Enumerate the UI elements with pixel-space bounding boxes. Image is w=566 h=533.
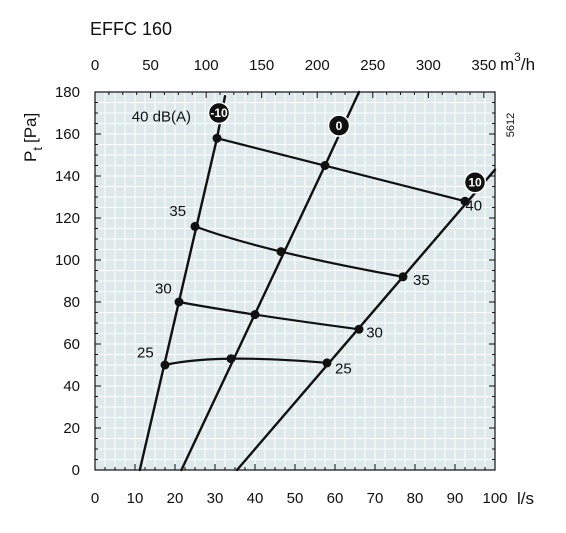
y-tick-label: 20	[63, 420, 80, 437]
svg-text:Pt[Pa]: Pt [Pa]	[21, 113, 45, 162]
top-axis-unit-base: m	[500, 55, 514, 74]
sound-level-label: 25	[335, 360, 352, 377]
damper-setting-badge-text: -10	[210, 106, 228, 120]
damper-setting-badge-text: 10	[468, 176, 482, 190]
grid	[94, 91, 496, 471]
operating-point	[250, 310, 260, 320]
x-top-tick-label: 150	[249, 57, 274, 74]
operating-point	[276, 247, 286, 257]
operating-point	[398, 272, 408, 282]
labels: 40 dB(A) 35 30 25 40 35 30 25	[132, 108, 482, 377]
y-tick-label: 160	[55, 126, 80, 143]
operating-point	[320, 161, 330, 170]
operating-point	[190, 221, 200, 231]
sound-level-label: 35	[413, 272, 430, 289]
x-tick-label: 60	[327, 490, 344, 507]
operating-point	[354, 324, 364, 334]
operating-point	[460, 196, 470, 206]
sound-level-label: 30	[366, 325, 383, 342]
y-tick-label: 120	[55, 210, 80, 227]
x-tick-label: 20	[167, 490, 184, 507]
y-axis-label-sub: t	[30, 147, 45, 151]
y-tick-label: 0	[72, 462, 80, 479]
operating-point	[174, 297, 184, 307]
operating-point	[160, 360, 170, 370]
x-top-tick-label: 300	[416, 57, 441, 74]
x-top-tick-label: 350	[471, 57, 496, 74]
chart-title: EFFC 160	[90, 19, 172, 39]
bottom-axis-unit: l/s	[517, 489, 534, 508]
top-axis-unit: m3/h	[500, 50, 535, 74]
sound-level-label: 40 dB(A)	[132, 108, 191, 125]
badges: -10 0 10	[207, 101, 487, 194]
x-tick-label: 90	[447, 490, 464, 507]
damper-setting-badge	[327, 114, 351, 137]
x-tick-label: 40	[247, 490, 264, 507]
y-axis-label-main: P	[21, 151, 40, 162]
sound-level-label: 30	[155, 281, 172, 298]
x-tick-label: 100	[482, 490, 507, 507]
damper-curve	[235, 168, 497, 472]
y-axis-label: Pt [Pa]	[21, 113, 45, 162]
sound-level-label: 40	[465, 198, 482, 215]
operating-point	[212, 133, 222, 143]
x-top-tick-label: 50	[142, 57, 159, 74]
operating-point	[226, 354, 236, 364]
damper-setting-badge	[207, 101, 231, 125]
side-code-label: 5612	[505, 113, 517, 137]
x-top-tick-label: 200	[305, 57, 330, 74]
damper-setting-badge-text: 0	[336, 119, 343, 133]
y-tick-label: 80	[63, 294, 80, 311]
points	[160, 133, 470, 370]
y-tick-label: 180	[55, 84, 80, 101]
x-top-tick-label: 250	[360, 57, 385, 74]
x-tick-label: 0	[91, 490, 99, 507]
x-top-tick-label: 100	[194, 57, 219, 74]
sound-level-label: 35	[169, 203, 186, 220]
y-axis-label-unit: [Pa]	[21, 113, 40, 143]
top-axis-unit-tail: /h	[521, 55, 535, 74]
x-tick-label: 50	[287, 490, 304, 507]
x-tick-label: 30	[207, 490, 224, 507]
x-top-tick-label: 0	[91, 57, 99, 74]
x-tick-label: 70	[367, 490, 384, 507]
top-axis-unit-power: 3	[514, 50, 521, 64]
damper-setting-badge	[463, 171, 487, 194]
sound-level-label: 25	[137, 345, 154, 362]
y-tick-label: 40	[63, 378, 80, 395]
y-tick-label: 60	[63, 336, 80, 353]
y-tick-label: 140	[55, 168, 80, 185]
x-tick-label: 10	[127, 490, 144, 507]
operating-point	[322, 358, 332, 368]
x-tick-label: 80	[407, 490, 424, 507]
y-tick-label: 100	[55, 252, 80, 269]
